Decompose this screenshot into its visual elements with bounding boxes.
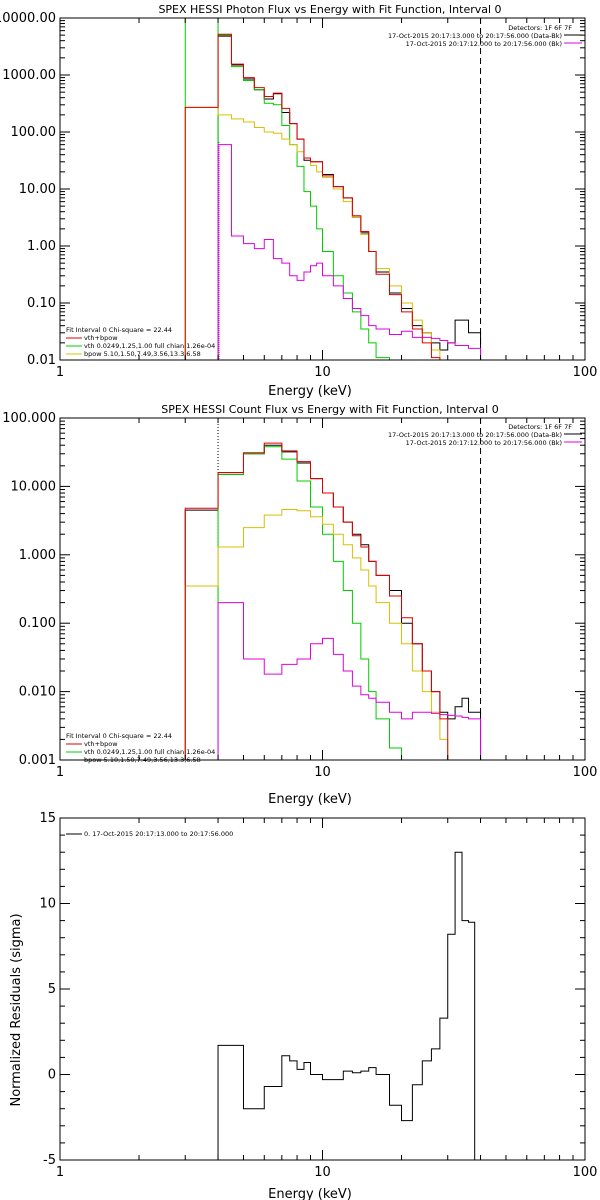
y-tick-label: 0.01: [27, 353, 56, 368]
x-tick-label: 10: [314, 1165, 331, 1180]
fit-interval-chisq: Fit Interval 0 Chi-square = 22.44: [66, 732, 172, 740]
photon-flux-xlabel: Energy (keV): [268, 384, 352, 399]
x-tick-label: 1: [56, 365, 64, 380]
y-tick-label: 10: [39, 897, 56, 912]
y-tick-label: 0.010: [19, 685, 56, 700]
y-tick-label: 15: [39, 811, 56, 826]
y-tick-label: 10.00: [19, 182, 56, 197]
fit-legend-bpow: bpow 5.10,1.50,7.49,3.56,13.3,6.58: [84, 350, 201, 358]
y-tick-label: 0.100: [19, 616, 56, 631]
y-tick-label: 100.000: [2, 411, 56, 426]
y-tick-label: 5: [48, 982, 56, 997]
fit-legend-total: vth+bpow: [84, 740, 118, 748]
x-tick-label: 100: [573, 765, 598, 780]
x-tick-label: 1: [56, 1165, 64, 1180]
count-flux-xlabel: Energy (keV): [268, 792, 352, 807]
x-tick-label: 10: [314, 765, 331, 780]
fit-interval-chisq: Fit Interval 0 Chi-square = 22.44: [66, 326, 172, 334]
x-tick-label: 100: [573, 1165, 598, 1180]
legend-detectors: Detectors: 1F 6F 7F: [508, 24, 572, 32]
y-tick-label: 0.001: [19, 753, 56, 768]
residuals-ylabel: Normalized Residuals (sigma): [9, 913, 24, 1106]
residuals-xlabel: Energy (keV): [268, 1187, 352, 1200]
series-vth-plus-bpow-line: [184, 33, 441, 360]
fit-legend-total: vth+bpow: [84, 334, 118, 342]
y-tick-label: 10000.00: [0, 11, 56, 26]
legend-bk-interval: 17-Oct-2015 20:17:12.000 to 20:17:56.000…: [406, 439, 562, 447]
fit-legend-vth: vth 0.0249,1.25,1.00 full chian 1.26e-04: [84, 748, 215, 756]
y-tick-label: 1.00: [27, 239, 56, 254]
x-tick-label: 100: [573, 365, 598, 380]
series-bpow-line: [184, 508, 449, 760]
fit-legend-vth: vth 0.0249,1.25,1.00 full chian 1.26e-04: [84, 342, 215, 350]
residuals-legend: 0. 17-Oct-2015 20:17:13.000 to 20:17:56.…: [84, 830, 233, 838]
y-tick-label: 0.10: [27, 296, 56, 311]
series-vth-plus-bpow-line: [184, 442, 449, 760]
y-tick-label: 10.000: [11, 479, 57, 494]
y-tick-label: -5: [43, 1153, 56, 1168]
residuals-panel: Energy (keV) Normalized Residuals (sigma…: [9, 811, 597, 1200]
y-tick-label: 1000.00: [2, 68, 56, 83]
y-tick-label: 100.00: [11, 125, 57, 140]
count-flux-panel: SPEX HESSI Count Flux vs Energy with Fit…: [2, 403, 597, 807]
series-residuals-line: [217, 851, 476, 1160]
legend-bk-interval: 17-Oct-2015 20:17:12.000 to 20:17:56.000…: [406, 40, 562, 48]
y-tick-label: 0: [48, 1068, 56, 1083]
legend-data-interval: 17-Oct-2015 20:17:13.000 to 20:17:56.000…: [388, 431, 562, 439]
legend-detectors: Detectors: 1F 6F 7F: [508, 423, 572, 431]
y-tick-label: 1.000: [19, 548, 56, 563]
legend-data-interval: 17-Oct-2015 20:17:13.000 to 20:17:56.000…: [388, 32, 562, 40]
series-magenta-line: [217, 602, 482, 760]
series-magenta-line: [217, 144, 482, 360]
photon-flux-title: SPEX HESSI Photon Flux vs Energy with Fi…: [158, 3, 501, 16]
x-tick-label: 10: [314, 365, 331, 380]
photon-flux-panel: SPEX HESSI Photon Flux vs Energy with Fi…: [0, 3, 597, 399]
count-flux-top-legend: Detectors: 1F 6F 7F 17-Oct-2015 20:17:13…: [388, 423, 582, 447]
residuals-legend-text: 0. 17-Oct-2015 20:17:13.000 to 20:17:56.…: [84, 830, 233, 838]
series-vth-line: [217, 34, 391, 360]
count-flux-title: SPEX HESSI Count Flux vs Energy with Fit…: [161, 403, 498, 416]
photon-flux-top-legend: Detectors: 1F 6F 7F 17-Oct-2015 20:17:13…: [388, 24, 582, 48]
x-tick-label: 1: [56, 765, 64, 780]
photon-flux-fit-legend: Fit Interval 0 Chi-square = 22.44 vth+bp…: [66, 326, 215, 358]
